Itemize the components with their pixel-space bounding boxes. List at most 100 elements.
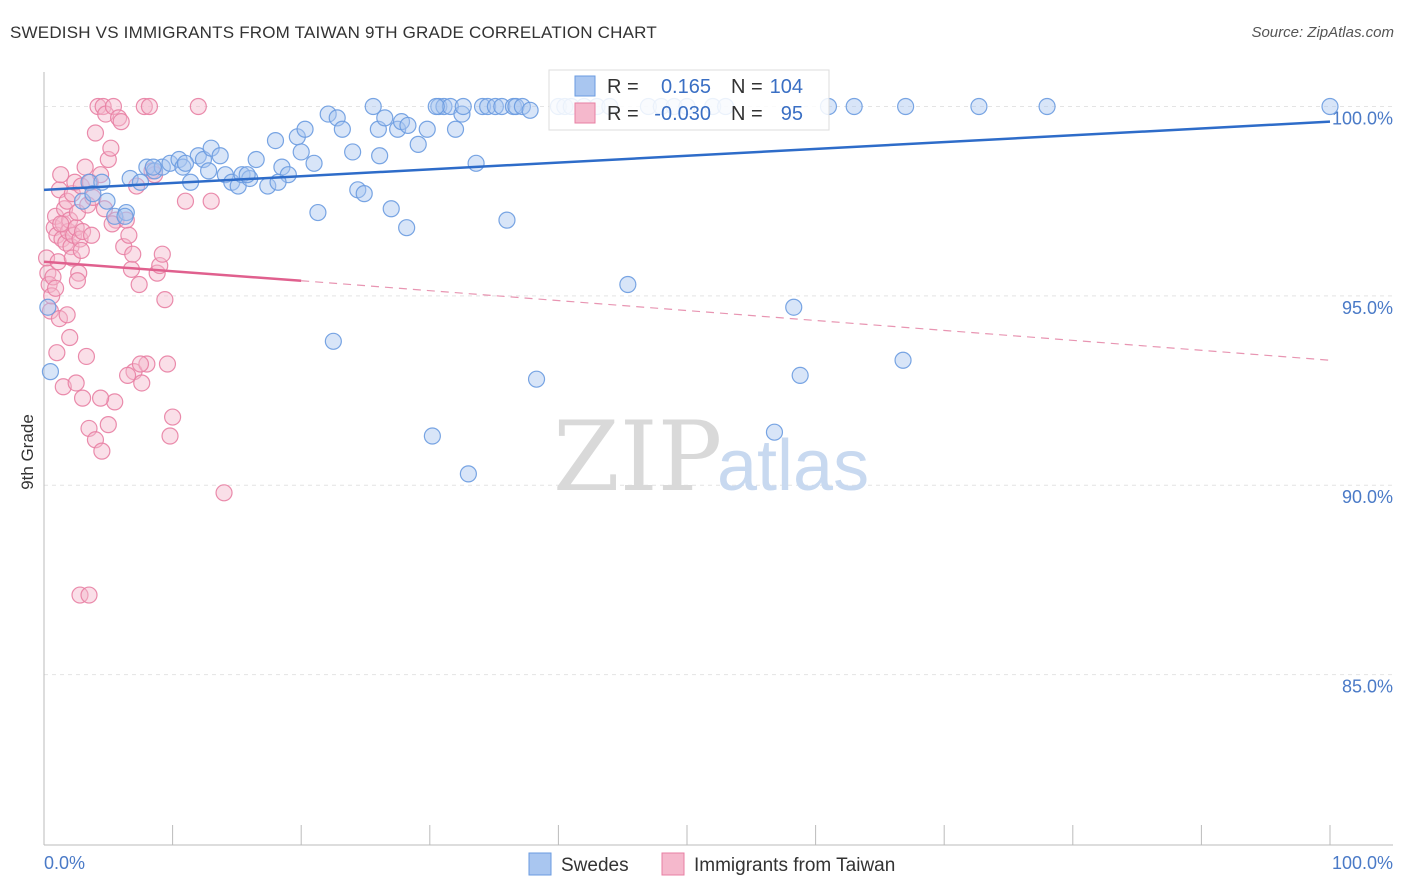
taiwan-point-84 [131,355,150,373]
swedes-point-4 [84,185,102,203]
taiwan-point-88 [52,215,70,233]
taiwan-point-11 [52,166,70,184]
legend-r-label-1: R = [607,103,639,125]
swedes-point-73 [527,370,546,388]
taiwan-point-94 [124,245,142,263]
taiwan-point-28 [73,222,92,241]
swedes-point-66 [486,97,504,116]
swedes-point-62 [459,465,477,483]
taiwan-point-62 [161,427,179,445]
legend-r-value-1: -0.030 [654,103,711,125]
swedes-point-68 [498,211,516,229]
taiwan-trend-line-solid [43,260,302,282]
taiwan-point-85 [71,586,89,604]
taiwan-point-80 [68,272,87,290]
taiwan-point-67 [215,484,233,502]
legend-box [548,69,830,131]
taiwan-point-64 [176,192,195,210]
taiwan-point-54 [140,97,159,116]
swedes-point-97 [324,332,342,350]
legend-r-value-0: 0.165 [661,76,711,98]
swedes-point-99 [144,158,162,176]
swedes-point-41 [344,143,362,161]
swedes-point-29 [247,150,265,169]
swedes-point-64 [473,97,492,116]
taiwan-point-60 [156,291,174,309]
correlation-legend: R = 0.165 N = 104 R = -0.030 N = 95 [548,69,830,131]
swedes-point-96 [1321,97,1339,116]
swedes-trend-line [43,120,1331,192]
swedes-point-95 [1038,97,1056,116]
taiwan-trend-line-dashed [301,280,1331,361]
taiwan-point-66 [202,192,220,210]
swedes-point-43 [355,185,373,203]
swedes-point-94 [970,97,988,116]
y-tick-labels: 100.0% 95.0% 90.0% 85.0% [1332,109,1393,697]
swedes-point-52 [398,219,416,237]
bottom-legend-swatch-taiwan [661,852,685,876]
legend-swatch-swedes [574,75,596,97]
taiwan-point-79 [58,306,76,324]
swedes-point-0 [41,363,60,381]
taiwan-point-59 [153,245,171,263]
taiwan-point-50 [130,275,148,294]
trend-lines [43,120,1331,361]
y-axis-label: 9th Grade [18,414,37,490]
series-legend: Swedes Immigrants from Taiwan [528,852,895,876]
swedes-point-23 [211,147,229,165]
swedes-point-47 [371,147,389,165]
y-tick-label-3: 85.0% [1342,677,1393,697]
legend-n-label-0: N = [731,76,763,98]
taiwan-point-87 [46,279,65,297]
swedes-point-55 [423,427,441,445]
taiwan-point-76 [99,416,117,434]
legend-n-label-1: N = [731,103,763,125]
bottom-legend-swatch-swedes [528,852,552,876]
taiwan-point-43 [112,113,130,131]
swedes-point-46 [376,109,394,127]
legend-r-label-0: R = [607,76,639,98]
taiwan-point-53 [138,355,156,373]
taiwan-point-77 [106,393,124,411]
swedes-point-102 [292,143,310,161]
swedes-point-44 [364,97,382,116]
taiwan-point-68 [48,344,66,362]
swedes-point-9 [116,207,134,225]
swedes-point-103 [427,97,445,116]
taiwan-point-61 [158,355,177,373]
y-tick-label-0: 100.0% [1332,109,1393,129]
legend-swatch-taiwan [574,102,596,124]
taiwan-point-82 [91,389,110,407]
swedes-point-6 [98,192,116,210]
swedes-point-87 [765,423,784,441]
x-tick-label-1: 100.0% [1332,853,1393,873]
taiwan-point-81 [77,347,96,366]
swedes-point-88 [785,298,803,316]
swedes-point-53 [409,135,427,153]
taiwan-point-33 [86,124,105,142]
swedes-point-101 [176,154,195,172]
swedes-point-70 [507,97,525,116]
bottom-legend-label-taiwan: Immigrants from Taiwan [694,855,895,876]
swedes-point-54 [418,120,436,138]
swedes-point-59 [446,120,465,138]
watermark-zip: ZIP [553,401,722,513]
swedes-point-37 [309,203,327,222]
series-swedes-points [39,97,1339,483]
taiwan-point-70 [61,328,79,347]
swedes-point-38 [319,105,337,123]
swedes-point-89 [791,366,809,384]
taiwan-point-90 [72,241,90,260]
swedes-point-1 [39,298,57,316]
legend-n-value-0: 104 [770,76,803,98]
taiwan-point-51 [133,374,151,392]
swedes-point-36 [305,154,323,172]
bottom-legend-label-swedes: Swedes [561,855,629,876]
taiwan-point-65 [189,97,207,116]
swedes-point-63 [467,154,485,172]
swedes-point-35 [296,120,314,138]
taiwan-point-86 [80,586,98,604]
swedes-point-91 [845,97,863,116]
swedes-point-61 [454,97,472,116]
